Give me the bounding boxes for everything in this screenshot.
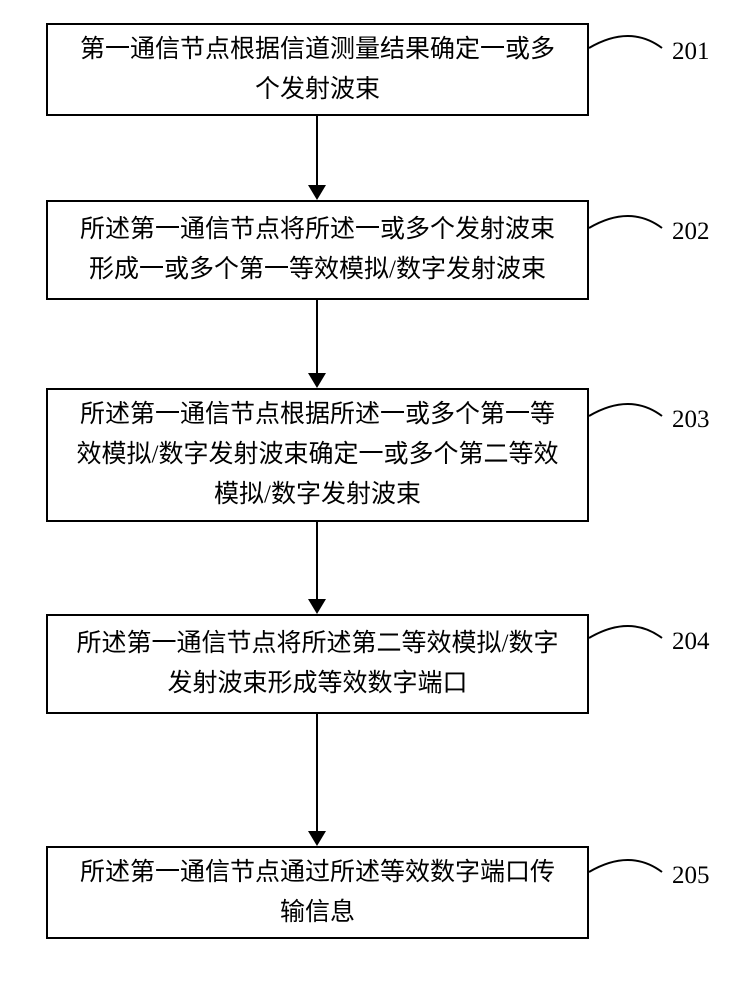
arrow-3-4 xyxy=(316,522,318,599)
flow-step-3-text: 所述第一通信节点根据所述一或多个第一等效模拟/数字发射波束确定一或多个第二等效模… xyxy=(68,395,567,515)
flow-step-2-text: 所述第一通信节点将所述一或多个发射波束形成一或多个第一等效模拟/数字发射波束 xyxy=(68,210,567,290)
flow-step-5-text: 所述第一通信节点通过所述等效数字端口传输信息 xyxy=(68,853,567,933)
flow-step-2: 所述第一通信节点将所述一或多个发射波束形成一或多个第一等效模拟/数字发射波束 xyxy=(46,200,589,300)
flow-step-3-label: 203 xyxy=(672,406,710,434)
flow-step-3: 所述第一通信节点根据所述一或多个第一等效模拟/数字发射波束确定一或多个第二等效模… xyxy=(46,388,589,522)
flow-step-4-text: 所述第一通信节点将所述第二等效模拟/数字发射波束形成等效数字端口 xyxy=(68,624,567,704)
flow-step-2-label: 202 xyxy=(672,218,710,246)
flowchart-container: 第一通信节点根据信道测量结果确定一或多个发射波束 201 所述第一通信节点将所述… xyxy=(0,0,748,1000)
flow-step-5-label: 205 xyxy=(672,862,710,890)
flow-step-4-label: 204 xyxy=(672,628,710,656)
flow-step-4: 所述第一通信节点将所述第二等效模拟/数字发射波束形成等效数字端口 xyxy=(46,614,589,714)
arrow-head-2-3 xyxy=(308,373,326,388)
flow-step-1: 第一通信节点根据信道测量结果确定一或多个发射波束 xyxy=(46,23,589,116)
arrow-4-5 xyxy=(316,714,318,831)
flow-step-5: 所述第一通信节点通过所述等效数字端口传输信息 xyxy=(46,846,589,939)
arrow-head-4-5 xyxy=(308,831,326,846)
flow-step-1-label: 201 xyxy=(672,38,710,66)
flow-step-1-text: 第一通信节点根据信道测量结果确定一或多个发射波束 xyxy=(68,30,567,110)
arrow-head-1-2 xyxy=(308,185,326,200)
arrow-1-2 xyxy=(316,116,318,185)
arrow-2-3 xyxy=(316,300,318,373)
arrow-head-3-4 xyxy=(308,599,326,614)
